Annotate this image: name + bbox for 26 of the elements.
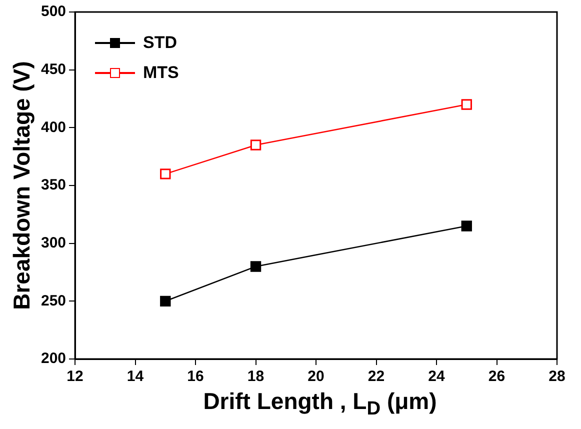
y-tick-label: 250: [40, 292, 66, 310]
point: [250, 140, 262, 150]
point: [160, 296, 171, 307]
legend-label: MTS: [143, 63, 179, 83]
x-tick-label: 18: [247, 368, 264, 386]
y-tick-label: 500: [40, 3, 66, 20]
x-tick-label: 26: [488, 368, 506, 386]
point: [250, 261, 262, 272]
x-tick-label: 20: [308, 368, 324, 386]
y-tick-label: 450: [40, 60, 66, 78]
x-tick-label: 22: [368, 368, 385, 386]
x-tick-label: 12: [66, 368, 84, 386]
x-tick-label: 28: [548, 368, 566, 386]
y-tick-label: 400: [40, 118, 66, 136]
y-tick-label: 300: [40, 234, 66, 252]
point: [160, 168, 171, 180]
x-axis-title: Drift Length , L$_{D}$ (μm): [202, 388, 438, 421]
point: [461, 99, 472, 110]
point: [461, 220, 472, 232]
y-tick-label: 350: [40, 176, 66, 194]
legend-label: STD: [143, 33, 177, 53]
y-axis-title: Breakdown Voltage (V): [8, 60, 36, 312]
x-tick-label: 14: [126, 368, 144, 386]
x-tick-label: 24: [428, 368, 446, 386]
y-tick-label: 200: [40, 350, 66, 368]
x-tick-label: 16: [187, 368, 204, 386]
